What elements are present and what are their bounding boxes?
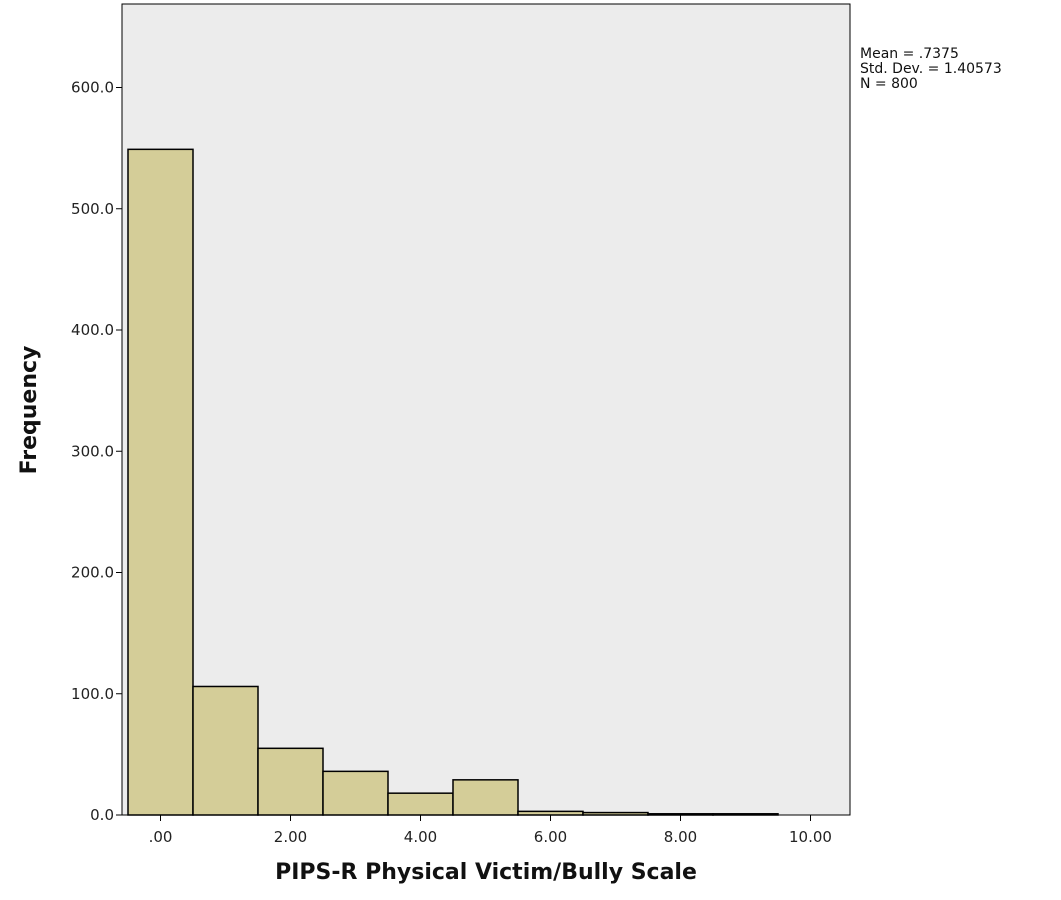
histogram-bar	[387, 792, 454, 816]
x-axis: .00 2.00 4.00 6.00 8.00 10.00	[149, 815, 832, 846]
stats-n: N = 800	[860, 76, 918, 92]
stats-std-dev: Std. Dev. = 1.40573	[860, 61, 1002, 77]
x-axis-title: PIPS-R Physical Victim/Bully Scale	[275, 860, 697, 885]
y-tick-label: 500.0	[71, 200, 114, 218]
histogram-bar	[712, 813, 779, 816]
x-tick-label: 2.00	[274, 828, 307, 846]
histogram-bar	[127, 148, 194, 816]
stats-mean: Mean = .7375	[860, 46, 959, 62]
y-axis-title: Frequency	[17, 346, 42, 475]
histogram-bar	[517, 810, 584, 816]
histogram-bar	[582, 811, 649, 816]
bars-group	[127, 148, 779, 816]
y-tick-label: 600.0	[71, 79, 114, 97]
y-tick-label: 300.0	[71, 442, 114, 460]
x-tick-label: 8.00	[664, 828, 697, 846]
plot-area	[121, 3, 851, 816]
y-axis: 0.0 100.0 200.0 300.0 400.0 500.0 600.0	[71, 79, 122, 824]
x-tick-label: 10.00	[789, 828, 832, 846]
x-tick-label: 6.00	[534, 828, 567, 846]
y-tick-label: 200.0	[71, 564, 114, 582]
x-tick-label: .00	[149, 828, 173, 846]
histogram-bar	[322, 770, 389, 816]
y-tick-label: 400.0	[71, 321, 114, 339]
y-tick-label: 100.0	[71, 685, 114, 703]
histogram-bar	[257, 747, 324, 816]
y-tick-label: 0.0	[90, 806, 114, 824]
histogram-bar	[192, 685, 259, 816]
histogram-bar	[452, 779, 519, 816]
x-tick-label: 4.00	[404, 828, 437, 846]
histogram-bar	[647, 813, 714, 816]
